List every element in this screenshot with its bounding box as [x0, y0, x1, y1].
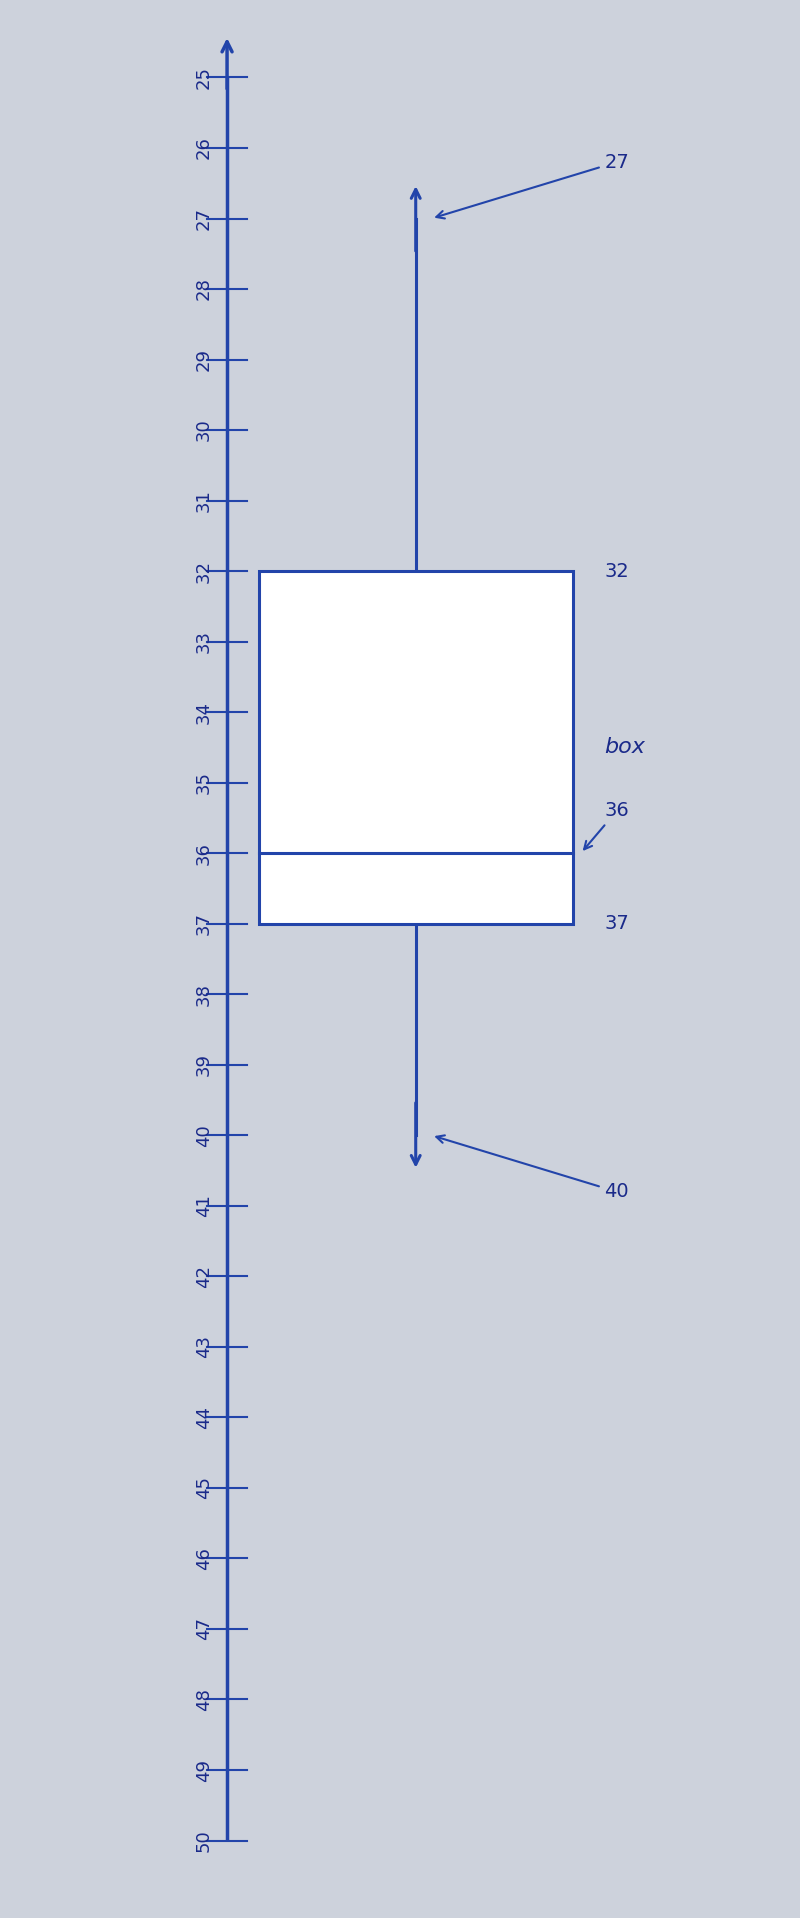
Text: 37: 37 [195, 913, 213, 936]
Text: 33: 33 [195, 631, 213, 654]
Text: 40: 40 [436, 1135, 629, 1201]
Text: 28: 28 [195, 278, 213, 301]
Text: 43: 43 [195, 1335, 213, 1358]
Text: 34: 34 [195, 700, 213, 723]
Text: 38: 38 [195, 982, 213, 1005]
Text: 36: 36 [584, 802, 629, 850]
Text: 41: 41 [195, 1195, 213, 1218]
Text: 42: 42 [195, 1264, 213, 1287]
Text: 30: 30 [195, 418, 213, 441]
Text: 29: 29 [195, 347, 213, 370]
Text: 27: 27 [195, 207, 213, 230]
Text: 50: 50 [195, 1830, 213, 1853]
Text: 26: 26 [195, 136, 213, 159]
Text: 35: 35 [195, 771, 213, 794]
Text: 32: 32 [195, 560, 213, 583]
Text: 49: 49 [195, 1759, 213, 1782]
Text: box: box [604, 737, 646, 758]
Text: 45: 45 [195, 1477, 213, 1500]
FancyBboxPatch shape [258, 572, 573, 924]
Text: 37: 37 [604, 915, 629, 934]
Text: 40: 40 [195, 1124, 213, 1147]
Text: 25: 25 [195, 65, 213, 88]
Text: 46: 46 [195, 1548, 213, 1569]
Text: 47: 47 [195, 1617, 213, 1640]
Text: 44: 44 [195, 1406, 213, 1429]
Text: 31: 31 [195, 489, 213, 512]
Text: 27: 27 [436, 153, 629, 219]
Text: 36: 36 [195, 842, 213, 865]
Text: 39: 39 [195, 1053, 213, 1076]
Text: 32: 32 [604, 562, 629, 581]
Text: 48: 48 [195, 1688, 213, 1711]
